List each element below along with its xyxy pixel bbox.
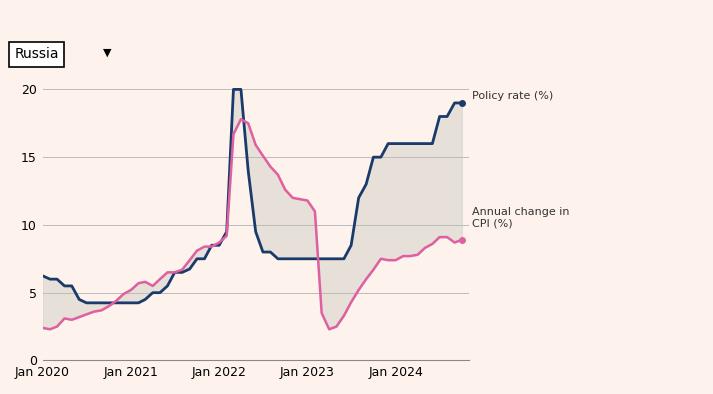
Text: Annual change in
CPI (%): Annual change in CPI (%) xyxy=(471,207,569,229)
Text: Policy rate (%): Policy rate (%) xyxy=(471,91,553,101)
Text: Russia: Russia xyxy=(14,47,58,61)
Text: ▼: ▼ xyxy=(103,47,112,57)
